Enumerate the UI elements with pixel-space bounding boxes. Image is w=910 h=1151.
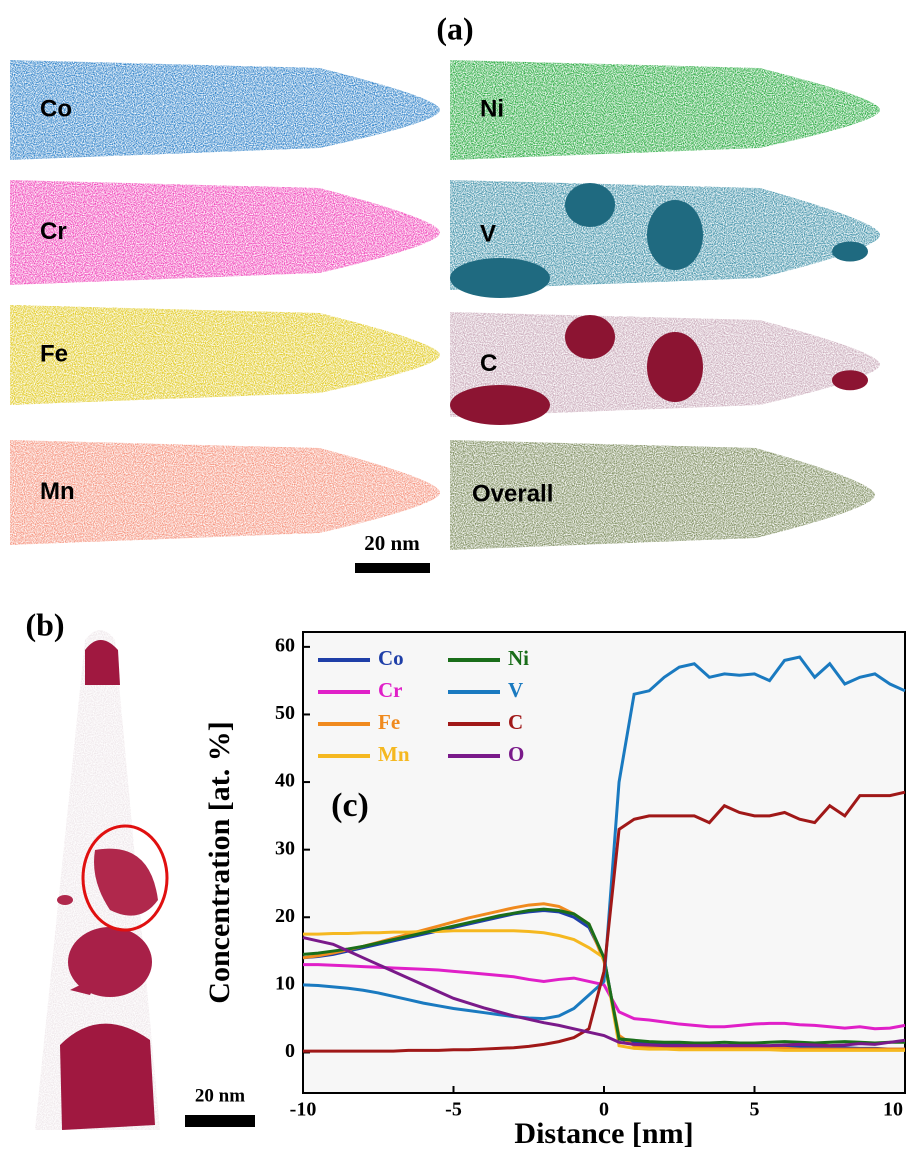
map-label: Cr bbox=[40, 218, 67, 245]
legend-label: V bbox=[508, 678, 523, 702]
y-tick-label: 40 bbox=[275, 770, 295, 792]
precipitate bbox=[832, 370, 868, 390]
atom-maps: Co Ni Cr V Fe C Mn Overall bbox=[10, 60, 880, 550]
legend-label: C bbox=[508, 710, 523, 734]
scale-bar bbox=[355, 563, 430, 573]
y-axis-label: Concentration [at. %] bbox=[203, 721, 236, 1003]
scale-bar-label: 20 nm bbox=[195, 1085, 245, 1106]
atom-map bbox=[10, 305, 440, 405]
legend-label: Fe bbox=[378, 710, 400, 734]
scale-bar bbox=[185, 1115, 255, 1127]
precipitate bbox=[450, 385, 550, 425]
y-tick-label: 10 bbox=[275, 972, 295, 994]
precipitate bbox=[565, 183, 615, 227]
precipitate bbox=[647, 200, 703, 270]
map-label: C bbox=[480, 350, 497, 377]
panel-label: (a) bbox=[436, 10, 473, 46]
y-tick-label: 60 bbox=[275, 634, 295, 656]
map-label: Ni bbox=[480, 95, 504, 122]
precipitate bbox=[647, 332, 703, 402]
y-tick-label: 0 bbox=[285, 1040, 295, 1062]
legend-label: Co bbox=[378, 646, 404, 670]
panel-label: (b) bbox=[25, 606, 64, 642]
map-label: Fe bbox=[40, 340, 68, 367]
precipitate bbox=[832, 242, 868, 262]
precipitate bbox=[450, 258, 550, 298]
map-label: Co bbox=[40, 95, 72, 122]
legend-label: Mn bbox=[378, 742, 410, 766]
reconstruction bbox=[35, 630, 167, 1130]
atom-map bbox=[10, 60, 440, 160]
y-tick-label: 50 bbox=[275, 702, 295, 724]
map-label: Overall bbox=[472, 480, 553, 507]
figure: CoNiCrVFeCMnOverall (a) 20 nm (b) 20 nm … bbox=[0, 0, 910, 1151]
scale-bar-label: 20 nm bbox=[364, 531, 420, 555]
legend-label: Ni bbox=[508, 646, 529, 670]
atom-map bbox=[450, 60, 880, 160]
x-tick-label: -10 bbox=[290, 1099, 317, 1121]
y-tick-label: 20 bbox=[275, 905, 295, 927]
x-axis-label: Distance [nm] bbox=[514, 1117, 693, 1150]
map-label: V bbox=[480, 220, 496, 247]
x-tick-label: 10 bbox=[883, 1099, 903, 1121]
legend-label: Cr bbox=[378, 678, 403, 702]
x-tick-label: -5 bbox=[445, 1099, 462, 1121]
x-tick-label: 5 bbox=[750, 1099, 760, 1121]
atom-map bbox=[10, 180, 440, 285]
map-label: Mn bbox=[40, 478, 75, 505]
legend-label: O bbox=[508, 742, 524, 766]
precipitate bbox=[565, 315, 615, 359]
annotation: (c) bbox=[331, 787, 369, 824]
y-tick-label: 30 bbox=[275, 837, 295, 859]
